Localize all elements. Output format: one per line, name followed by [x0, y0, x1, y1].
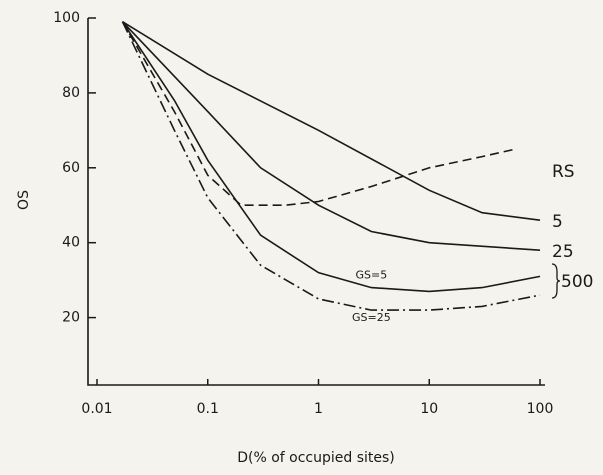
line — [121, 21, 541, 311]
annotation: 500 — [561, 272, 593, 292]
series-label: 5 — [552, 212, 563, 232]
line — [121, 21, 541, 293]
y-tick-label: 80 — [62, 85, 80, 101]
y-tick-label: 20 — [62, 310, 80, 326]
brace — [551, 263, 561, 299]
line — [121, 21, 541, 251]
line — [121, 21, 516, 206]
legend-title: RS — [552, 162, 575, 182]
y-axis-label: OS — [16, 190, 32, 210]
x-tick-label: 0.01 — [81, 401, 112, 417]
line — [122, 21, 541, 221]
axes — [87, 18, 545, 386]
x-axis-label: D(% of occupied sites) — [237, 450, 395, 466]
series-label: 25 — [552, 242, 574, 262]
y-tick-label: 100 — [53, 10, 80, 26]
x-tick-label: 0.1 — [197, 401, 219, 417]
x-tick-label: 100 — [527, 401, 554, 417]
y-tick-label: 60 — [62, 160, 80, 176]
y-tick-label: 40 — [62, 235, 80, 251]
x-tick-label: 10 — [420, 401, 438, 417]
series-label: GS=25 — [352, 311, 391, 324]
series-label: GS=5 — [355, 269, 387, 282]
x-tick-label: 1 — [314, 401, 323, 417]
